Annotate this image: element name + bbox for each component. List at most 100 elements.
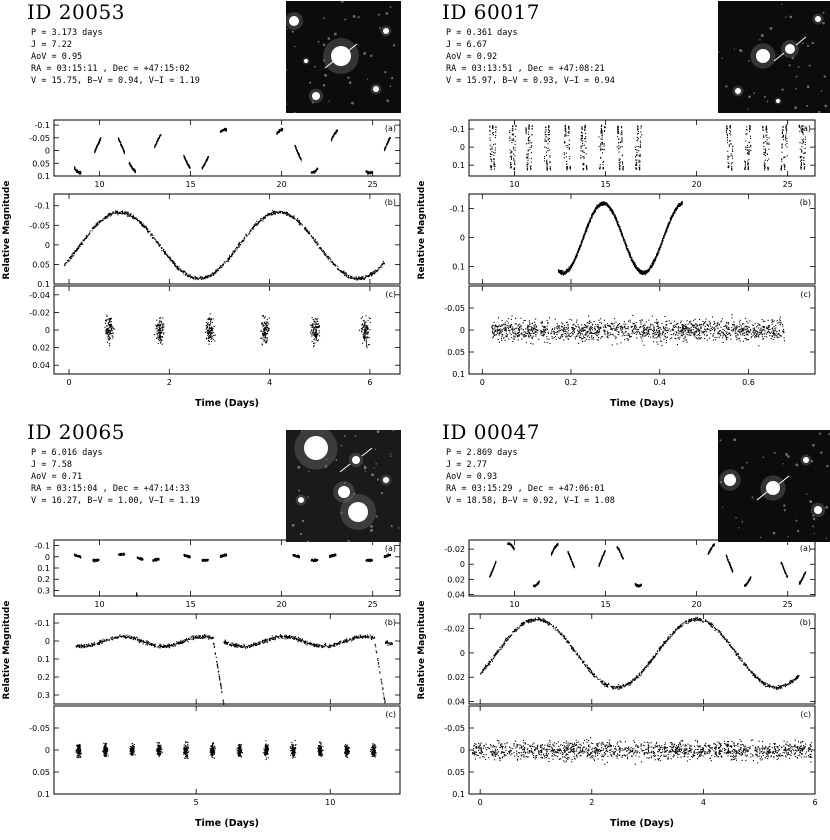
- data-point: [361, 278, 363, 280]
- data-point: [206, 337, 208, 339]
- data-point: [492, 126, 494, 128]
- data-point: [530, 165, 532, 167]
- data-point: [744, 169, 746, 171]
- data-point: [67, 259, 69, 261]
- data-point: [563, 157, 565, 159]
- data-point: [87, 236, 89, 238]
- data-point: [190, 277, 192, 279]
- data-point: [747, 160, 749, 162]
- data-point: [311, 172, 313, 174]
- data-point: [601, 134, 603, 136]
- data-point: [602, 152, 604, 154]
- data-point: [800, 165, 802, 167]
- data-point: [548, 129, 550, 131]
- data-point: [571, 266, 573, 268]
- data-point: [206, 327, 208, 329]
- data-point: [567, 145, 569, 147]
- data-point: [225, 128, 227, 130]
- data-point: [147, 229, 149, 231]
- data-point: [784, 156, 786, 158]
- data-point: [748, 152, 750, 154]
- data-point: [309, 231, 311, 233]
- data-point: [255, 224, 257, 226]
- data-point: [294, 217, 296, 219]
- data-point: [104, 216, 106, 218]
- data-point: [726, 133, 728, 135]
- data-point: [280, 130, 282, 132]
- data-point: [167, 256, 169, 258]
- data-point: [658, 252, 660, 254]
- data-point: [286, 214, 288, 216]
- data-point: [586, 169, 588, 171]
- data-point: [327, 256, 329, 258]
- data-point: [549, 156, 551, 158]
- data-point: [152, 237, 154, 239]
- data-point: [511, 133, 513, 135]
- data-point: [80, 171, 82, 173]
- data-point: [129, 165, 131, 167]
- data-point: [670, 220, 672, 222]
- data-point: [219, 266, 221, 268]
- data-point: [311, 325, 313, 327]
- data-point: [79, 171, 81, 173]
- data-point: [144, 226, 146, 228]
- data-point: [636, 161, 638, 163]
- data-point: [766, 128, 768, 130]
- data-point: [109, 213, 111, 215]
- data-point: [558, 269, 560, 271]
- data-point: [765, 129, 767, 131]
- data-point: [621, 141, 623, 143]
- data-point: [110, 327, 112, 329]
- data-point: [210, 275, 212, 277]
- data-point: [346, 274, 348, 276]
- data-point: [132, 214, 134, 216]
- data-point: [333, 133, 335, 135]
- data-point: [365, 315, 367, 317]
- data-point: [109, 345, 111, 347]
- data-point: [765, 149, 767, 151]
- data-point: [108, 321, 110, 323]
- data-point: [266, 324, 268, 326]
- data-point: [665, 229, 667, 231]
- data-point: [785, 136, 787, 138]
- data-point: [206, 326, 208, 328]
- data-point: [781, 151, 783, 153]
- data-point: [317, 326, 319, 328]
- data-point: [582, 145, 584, 147]
- data-point: [367, 336, 369, 338]
- data-point: [584, 126, 586, 128]
- data-point: [210, 336, 212, 338]
- data-point: [266, 330, 268, 332]
- data-point: [91, 230, 93, 232]
- data-point: [317, 334, 319, 336]
- data-point: [118, 212, 120, 214]
- data-point: [803, 156, 805, 158]
- data-point: [370, 171, 372, 173]
- data-point: [681, 201, 683, 203]
- data-point: [159, 135, 161, 137]
- data-point: [296, 220, 298, 222]
- data-point: [230, 256, 232, 258]
- data-point: [566, 168, 568, 170]
- data-point: [207, 332, 209, 334]
- data-point: [256, 224, 258, 226]
- data-point: [163, 332, 165, 334]
- data-point: [122, 147, 124, 149]
- data-point: [100, 220, 102, 222]
- data-point: [644, 270, 646, 272]
- data-point: [229, 257, 231, 259]
- data-point: [547, 147, 549, 149]
- data-point: [206, 277, 208, 279]
- data-point: [130, 214, 132, 216]
- data-point: [317, 333, 319, 335]
- data-point: [568, 127, 570, 129]
- data-point: [617, 136, 619, 138]
- data-point: [784, 165, 786, 167]
- data-point: [330, 261, 332, 263]
- data-point: [156, 337, 158, 339]
- x-tick-label: 2: [167, 378, 172, 387]
- data-point: [208, 274, 210, 276]
- data-point: [511, 139, 513, 141]
- data-point: [158, 329, 160, 331]
